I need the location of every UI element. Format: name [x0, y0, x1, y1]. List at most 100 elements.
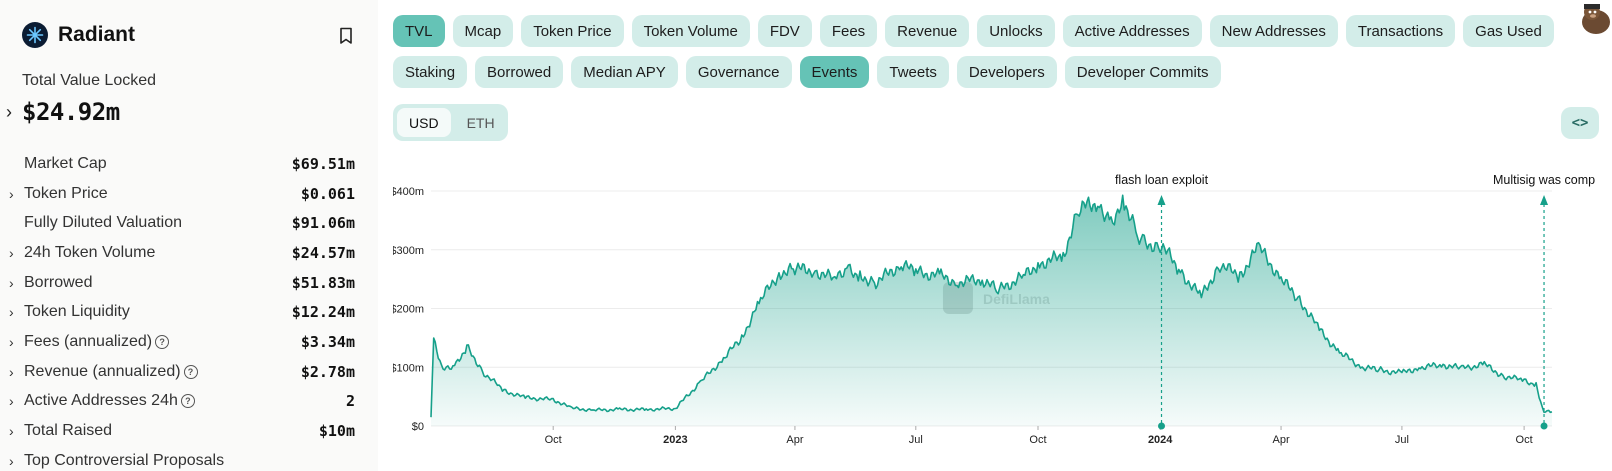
- tab-developer-commits[interactable]: Developer Commits: [1064, 56, 1221, 88]
- tab-transactions[interactable]: Transactions: [1345, 15, 1456, 47]
- metric-value: $69.51m: [291, 154, 355, 173]
- y-tick-label: $200m: [393, 304, 424, 316]
- tab-mcap[interactable]: Mcap: [452, 15, 514, 47]
- metric-label-text: Token Liquidity: [24, 303, 130, 321]
- tab-tweets[interactable]: Tweets: [877, 56, 949, 88]
- tab-borrowed[interactable]: Borrowed: [475, 56, 564, 88]
- currency-toggle: USD ETH: [393, 104, 508, 141]
- metric-label-text: Market Cap: [24, 154, 107, 172]
- embed-code-button[interactable]: <>: [1561, 107, 1599, 139]
- metric-value: $0.061: [300, 184, 355, 203]
- metric-label: Top Controversial Proposals: [24, 452, 224, 470]
- y-tick-label: $100m: [393, 362, 424, 374]
- chevron-right-icon[interactable]: ›: [9, 423, 14, 440]
- metric-label: 24h Token Volume: [24, 244, 155, 262]
- x-tick-label: Jul: [909, 434, 923, 446]
- tab-token-volume[interactable]: Token Volume: [631, 15, 750, 47]
- tab-gas-used[interactable]: Gas Used: [1463, 15, 1554, 47]
- tab-fdv[interactable]: FDV: [757, 15, 812, 47]
- chevron-right-icon[interactable]: ›: [6, 101, 12, 122]
- tab-events[interactable]: Events: [799, 56, 870, 88]
- chevron-right-icon[interactable]: ›: [9, 244, 14, 261]
- metric-value: 2: [345, 392, 355, 411]
- event-dot: [1158, 422, 1166, 430]
- metric-value: $91.06m: [291, 214, 355, 233]
- tab-token-price[interactable]: Token Price: [521, 15, 624, 47]
- tab-unlocks[interactable]: Unlocks: [977, 15, 1055, 47]
- metric-value: $24.57m: [291, 243, 355, 262]
- currency-usd-button[interactable]: USD: [397, 108, 451, 137]
- metric-label-text: Revenue (annualized): [24, 362, 181, 380]
- protocol-sidebar: Radiant Total Value Locked › $24.92m Mar…: [0, 0, 378, 471]
- tab-developers[interactable]: Developers: [956, 56, 1057, 88]
- info-icon[interactable]: ?: [183, 364, 198, 379]
- chevron-right-icon[interactable]: ›: [9, 452, 14, 469]
- tvl-value: $24.92m: [22, 98, 120, 126]
- tvl-chart[interactable]: $0 $100m $200m $300m $400m Oct 2023 Apr Jul Oct 20…: [390, 150, 1612, 471]
- x-tick-label: Jul: [1395, 434, 1409, 446]
- metric-label-text: 24h Token Volume: [24, 243, 156, 261]
- bookmark-icon[interactable]: [337, 26, 355, 46]
- tab-fees[interactable]: Fees: [819, 15, 878, 47]
- tab-median-apy[interactable]: Median APY: [571, 56, 678, 88]
- metrics-list: Market Cap $69.51m › Token Price $0.061 Fully…: [0, 149, 378, 471]
- chevron-right-icon[interactable]: ›: [9, 363, 14, 380]
- chevron-right-icon[interactable]: ›: [9, 185, 14, 202]
- metric-label: Token Liquidity: [24, 303, 130, 321]
- metric-label: Market Cap: [24, 155, 107, 173]
- metric-row-active-addresses-24h[interactable]: › Active Addresses 24h? 2: [0, 387, 378, 417]
- metric-label: Active Addresses 24h?: [24, 392, 195, 410]
- tab-row-1: TVL Mcap Token Price Token Volume FDV Fees Rev…: [393, 15, 1563, 47]
- metric-label: Borrowed: [24, 274, 92, 292]
- metric-row-revenue-annualized[interactable]: › Revenue (annualized)? $2.78m: [0, 357, 378, 387]
- metric-label: Fees (annualized)?: [24, 333, 170, 351]
- tab-row-2: Staking Borrowed Median APY Governance Event…: [393, 56, 1563, 88]
- x-tick-label: Oct: [1029, 434, 1046, 446]
- metric-label: Total Raised: [24, 422, 112, 440]
- metric-row-total-raised[interactable]: › Total Raised $10m: [0, 416, 378, 446]
- event-dot: [1540, 422, 1548, 430]
- x-tick-label: Oct: [1516, 434, 1533, 446]
- chevron-right-icon[interactable]: ›: [9, 274, 14, 291]
- metric-row-token-liquidity[interactable]: › Token Liquidity $12.24m: [0, 297, 378, 327]
- metric-label-text: Fully Diluted Valuation: [24, 214, 183, 232]
- protocol-header: Radiant: [22, 22, 135, 48]
- tab-tvl[interactable]: TVL: [393, 15, 445, 47]
- tvl-row[interactable]: › $24.92m: [6, 98, 120, 126]
- metric-value: $51.83m: [291, 273, 355, 292]
- metric-label-text: Token Price: [24, 184, 108, 202]
- tvl-chart-svg: $0 $100m $200m $300m $400m Oct 2023 Apr Jul Oct 20…: [390, 173, 1595, 446]
- y-tick-label: $300m: [393, 245, 424, 257]
- metric-label-text: Borrowed: [24, 273, 93, 291]
- tab-revenue[interactable]: Revenue: [885, 15, 970, 47]
- currency-eth-button[interactable]: ETH: [466, 114, 495, 131]
- chevron-right-icon[interactable]: ›: [9, 393, 14, 410]
- chevron-right-icon[interactable]: ›: [9, 304, 14, 321]
- metric-value: $2.78m: [300, 362, 355, 381]
- x-tick-label: 2023: [663, 434, 687, 446]
- metric-row-24h-token-volume[interactable]: › 24h Token Volume $24.57m: [0, 238, 378, 268]
- info-icon[interactable]: ?: [180, 394, 195, 409]
- tab-governance[interactable]: Governance: [685, 56, 792, 88]
- radiant-logo-icon: [22, 22, 48, 48]
- metric-value: $3.34m: [300, 332, 355, 351]
- tab-staking[interactable]: Staking: [393, 56, 468, 88]
- info-icon[interactable]: ?: [155, 334, 170, 349]
- x-tick-label: Apr: [1272, 434, 1289, 446]
- metric-label-text: Active Addresses 24h: [24, 392, 178, 410]
- metric-label: Token Price: [24, 185, 108, 203]
- tab-new-addresses[interactable]: New Addresses: [1209, 15, 1338, 47]
- user-avatar[interactable]: [1576, 0, 1612, 34]
- metric-row-top-controversial-proposals[interactable]: › Top Controversial Proposals: [0, 446, 378, 471]
- tab-active-addresses[interactable]: Active Addresses: [1062, 15, 1202, 47]
- y-tick-label: $0: [412, 421, 424, 433]
- metric-row-borrowed[interactable]: › Borrowed $51.83m: [0, 268, 378, 298]
- chevron-right-icon[interactable]: ›: [9, 333, 14, 350]
- metric-label: Revenue (annualized)?: [24, 363, 198, 381]
- x-tick-label: Apr: [786, 434, 803, 446]
- tvl-series-line: [430, 194, 1553, 418]
- metric-row-fees-annualized[interactable]: › Fees (annualized)? $3.34m: [0, 327, 378, 357]
- metric-row-token-price[interactable]: › Token Price $0.061: [0, 179, 378, 209]
- metric-label-text: Top Controversial Proposals: [24, 451, 225, 469]
